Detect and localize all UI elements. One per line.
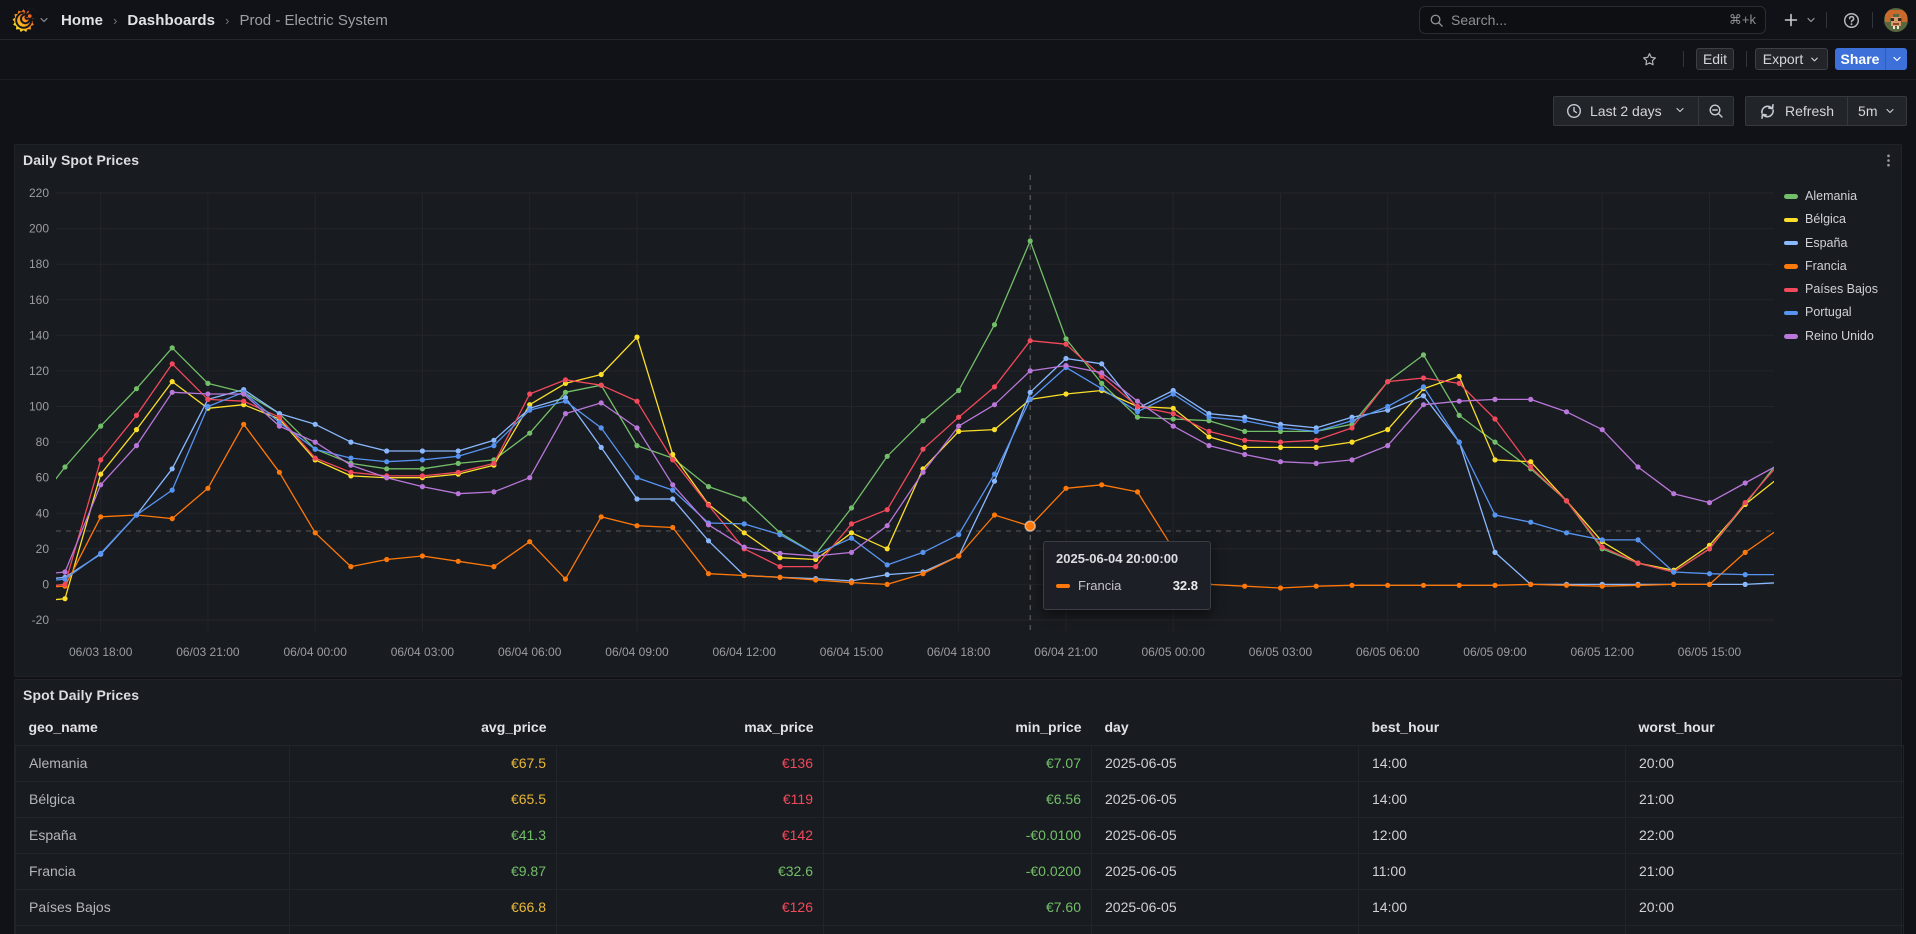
svg-text:06/05 09:00: 06/05 09:00 (1463, 645, 1527, 659)
svg-text:06/04 21:00: 06/04 21:00 (1034, 645, 1098, 659)
svg-text:06/03 21:00: 06/03 21:00 (176, 645, 240, 659)
svg-text:06/04 03:00: 06/04 03:00 (391, 645, 455, 659)
svg-text:06/05 12:00: 06/05 12:00 (1570, 645, 1634, 659)
svg-text:0: 0 (42, 577, 49, 591)
svg-text:06/05 00:00: 06/05 00:00 (1141, 645, 1205, 659)
svg-text:06/04 18:00: 06/04 18:00 (927, 645, 991, 659)
svg-text:140: 140 (29, 328, 49, 342)
svg-text:160: 160 (29, 293, 49, 307)
svg-text:40: 40 (36, 506, 50, 520)
svg-text:-20: -20 (32, 613, 50, 627)
svg-text:06/04 00:00: 06/04 00:00 (283, 645, 347, 659)
svg-text:220: 220 (29, 186, 49, 200)
svg-text:06/04 09:00: 06/04 09:00 (605, 645, 669, 659)
svg-text:06/05 06:00: 06/05 06:00 (1356, 645, 1420, 659)
svg-text:120: 120 (29, 364, 49, 378)
svg-text:06/04 15:00: 06/04 15:00 (820, 645, 884, 659)
svg-text:80: 80 (36, 435, 50, 449)
svg-text:200: 200 (29, 222, 49, 236)
svg-text:06/05 03:00: 06/05 03:00 (1249, 645, 1313, 659)
svg-text:60: 60 (36, 471, 50, 485)
svg-text:06/04 12:00: 06/04 12:00 (712, 645, 776, 659)
svg-text:20: 20 (36, 542, 50, 556)
svg-text:100: 100 (29, 400, 49, 414)
svg-text:06/03 18:00: 06/03 18:00 (69, 645, 133, 659)
svg-text:180: 180 (29, 257, 49, 271)
svg-text:06/04 06:00: 06/04 06:00 (498, 645, 562, 659)
svg-text:06/05 15:00: 06/05 15:00 (1678, 645, 1742, 659)
